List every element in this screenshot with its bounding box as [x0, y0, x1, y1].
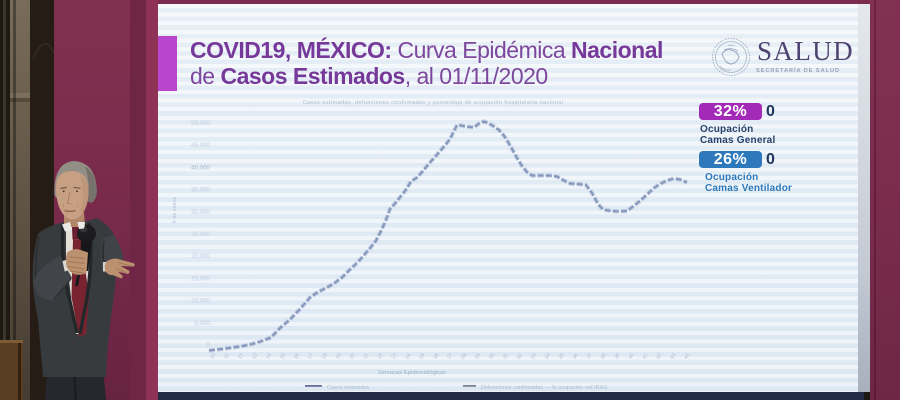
svg-text:20: 20 [349, 352, 357, 360]
svg-text:50,000: 50,000 [191, 120, 210, 127]
svg-text:10,000: 10,000 [191, 298, 210, 305]
svg-text:42: 42 [655, 352, 663, 360]
svg-text:36: 36 [572, 352, 580, 360]
svg-text:45,000: 45,000 [191, 142, 210, 149]
svg-text:14: 14 [265, 352, 273, 360]
svg-text:17: 17 [307, 352, 315, 360]
svg-text:12: 12 [237, 352, 245, 360]
svg-text:18: 18 [321, 352, 329, 360]
svg-text:35: 35 [558, 352, 566, 360]
svg-text:22: 22 [376, 352, 384, 360]
svg-text:0: 0 [207, 342, 211, 349]
svg-text:35,000: 35,000 [191, 187, 210, 194]
svg-text:23: 23 [390, 352, 398, 360]
svg-text:25: 25 [418, 352, 426, 360]
svg-text:28: 28 [460, 352, 468, 360]
svg-text:24: 24 [404, 352, 412, 360]
svg-text:41: 41 [641, 352, 649, 360]
svg-text:31: 31 [502, 352, 510, 360]
svg-text:Fuente: SSA/SPPS/DGE/SINAVE/IN: Fuente: SSA/SPPS/DGE/SINAVE/INFORME TÉCN… [176, 391, 474, 392]
svg-text:30,000: 30,000 [191, 209, 210, 216]
svg-text:13: 13 [251, 352, 259, 360]
svg-text:15,000: 15,000 [191, 275, 210, 282]
svg-text:40,000: 40,000 [191, 164, 210, 171]
svg-text:# de casos: # de casos [172, 196, 178, 223]
svg-text:21: 21 [363, 352, 371, 360]
svg-text:25,000: 25,000 [191, 231, 210, 238]
svg-text:10: 10 [209, 352, 217, 360]
svg-text:32: 32 [516, 352, 524, 360]
svg-text:Defunciones confirmadas — % oc: Defunciones confirmadas — % ocupación re… [481, 385, 608, 391]
svg-text:43: 43 [669, 352, 677, 360]
svg-text:30: 30 [488, 352, 496, 360]
svg-text:5,000: 5,000 [195, 320, 211, 327]
svg-text:20,000: 20,000 [191, 253, 210, 260]
svg-text:29: 29 [474, 352, 482, 360]
svg-text:15: 15 [279, 352, 287, 360]
svg-text:Semanas Epidemiológicas: Semanas Epidemiológicas [378, 370, 446, 376]
svg-text:37: 37 [586, 352, 594, 360]
svg-text:38: 38 [600, 352, 608, 360]
svg-text:Casos estimados: Casos estimados [327, 385, 369, 391]
svg-text:39: 39 [613, 352, 621, 360]
svg-text:33: 33 [530, 352, 538, 360]
svg-text:11: 11 [223, 352, 231, 360]
svg-text:44: 44 [683, 352, 691, 360]
svg-text:Casos estimados, defunciones c: Casos estimados, defunciones confirmadas… [303, 100, 564, 106]
svg-text:26: 26 [432, 352, 440, 360]
svg-text:40: 40 [627, 352, 635, 360]
svg-text:19: 19 [335, 352, 343, 360]
svg-text:27: 27 [446, 352, 454, 360]
svg-text:16: 16 [293, 352, 301, 360]
svg-text:34: 34 [544, 352, 552, 360]
